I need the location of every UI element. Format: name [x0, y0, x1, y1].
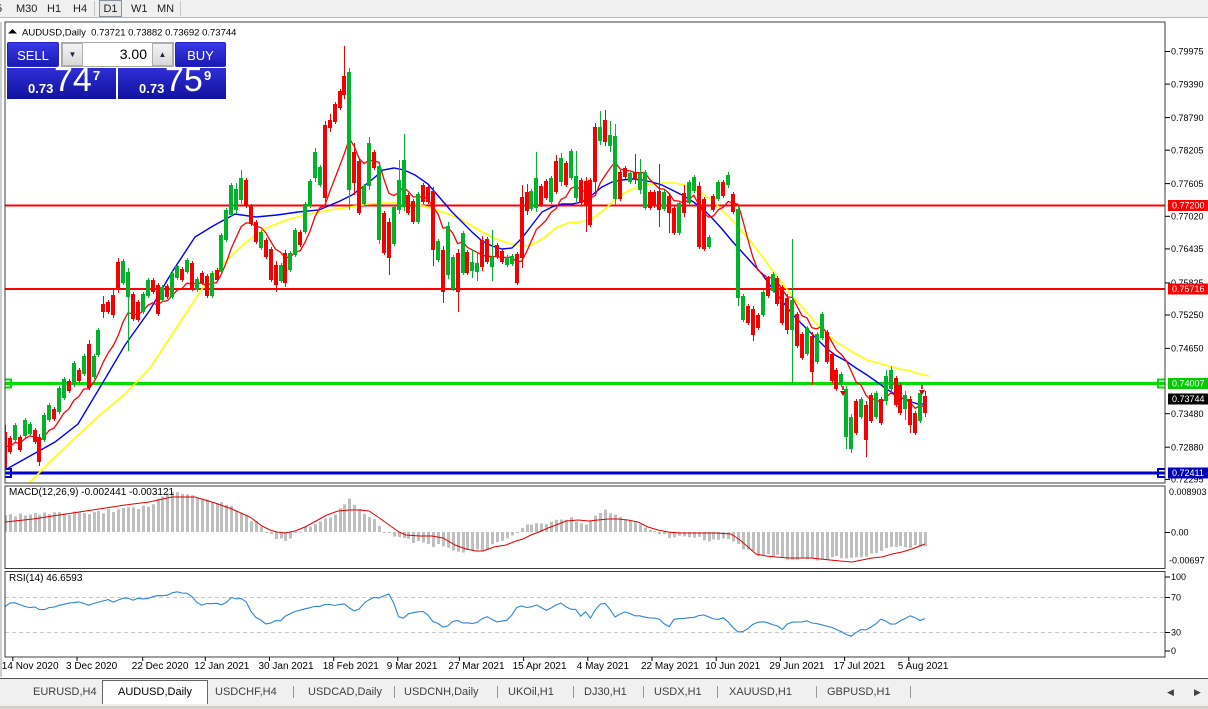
svg-text:70: 70 [1171, 593, 1181, 603]
svg-text:30 Jan 2021: 30 Jan 2021 [259, 661, 314, 672]
svg-text:22 May 2021: 22 May 2021 [641, 661, 699, 672]
svg-text:0.72411: 0.72411 [1172, 468, 1204, 478]
svg-text:18 Feb 2021: 18 Feb 2021 [323, 661, 380, 672]
svg-text:0.77200: 0.77200 [1172, 201, 1205, 211]
svg-text:9 Mar 2021: 9 Mar 2021 [387, 661, 438, 672]
svg-text:AUDUSD,Daily 0.73721 0.73882: AUDUSD,Daily 0.73721 0.73882 0.73692 0.7… [22, 28, 236, 39]
svg-text:22 Dec 2020: 22 Dec 2020 [132, 661, 189, 672]
svg-text:0.79390: 0.79390 [1171, 79, 1204, 89]
svg-text:0.008903: 0.008903 [1169, 487, 1207, 497]
svg-text:0.00: 0.00 [1171, 528, 1189, 538]
svg-text:3 Dec 2020: 3 Dec 2020 [66, 661, 118, 672]
svg-text:0.73480: 0.73480 [1171, 409, 1204, 419]
svg-text:0.72295: 0.72295 [1171, 475, 1204, 485]
svg-text:0.75716: 0.75716 [1172, 284, 1205, 294]
svg-text:0.73744: 0.73744 [1172, 394, 1205, 404]
svg-text:100: 100 [1171, 572, 1186, 582]
svg-text:14 Nov 2020: 14 Nov 2020 [2, 661, 59, 672]
svg-text:17 Jul 2021: 17 Jul 2021 [834, 661, 886, 672]
svg-text:15 Apr 2021: 15 Apr 2021 [513, 661, 567, 672]
svg-text:27 Mar 2021: 27 Mar 2021 [448, 661, 505, 672]
svg-text:0.78205: 0.78205 [1171, 145, 1204, 155]
svg-text:0.78790: 0.78790 [1171, 113, 1204, 123]
svg-text:0.74007: 0.74007 [1172, 379, 1205, 389]
svg-text:0.74650: 0.74650 [1171, 344, 1204, 354]
svg-text:0.77020: 0.77020 [1171, 212, 1204, 222]
svg-text:RSI(14) 46.6593: RSI(14) 46.6593 [9, 573, 83, 584]
svg-text:0.79975: 0.79975 [1171, 47, 1204, 57]
svg-text:0.75250: 0.75250 [1171, 310, 1204, 320]
svg-text:0.72880: 0.72880 [1171, 442, 1204, 452]
svg-text:0.75825: 0.75825 [1171, 278, 1204, 288]
svg-text:-0.00697: -0.00697 [1169, 556, 1205, 566]
svg-text:30: 30 [1171, 628, 1181, 638]
svg-text:0.76435: 0.76435 [1171, 244, 1204, 254]
svg-text:0: 0 [1171, 646, 1176, 656]
svg-text:4 May 2021: 4 May 2021 [577, 661, 630, 672]
svg-text:10 Jun 2021: 10 Jun 2021 [705, 661, 760, 672]
svg-text:MACD(12,26,9) -0.002441 -0.003: MACD(12,26,9) -0.002441 -0.003121 [9, 487, 175, 498]
svg-text:29 Jun 2021: 29 Jun 2021 [769, 661, 824, 672]
svg-text:5 Aug 2021: 5 Aug 2021 [898, 661, 949, 672]
svg-text:12 Jan 2021: 12 Jan 2021 [194, 661, 249, 672]
svg-text:0.77605: 0.77605 [1171, 179, 1204, 189]
